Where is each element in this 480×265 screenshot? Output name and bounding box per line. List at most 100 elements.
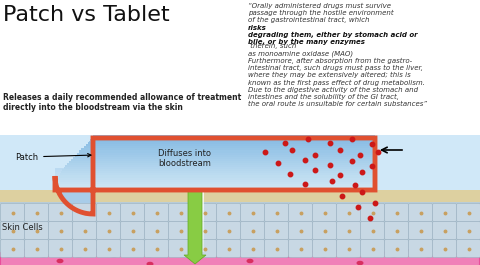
Bar: [65, 165, 375, 167]
FancyBboxPatch shape: [216, 222, 240, 240]
FancyBboxPatch shape: [336, 204, 360, 222]
Bar: [93, 138, 375, 140]
FancyBboxPatch shape: [264, 222, 288, 240]
FancyBboxPatch shape: [336, 240, 360, 258]
FancyBboxPatch shape: [288, 240, 312, 258]
Bar: [0, 190, 480, 202]
FancyBboxPatch shape: [120, 240, 144, 258]
Bar: [56, 184, 375, 186]
Bar: [69, 161, 375, 163]
Bar: [91, 140, 375, 142]
FancyBboxPatch shape: [432, 240, 456, 258]
FancyBboxPatch shape: [96, 240, 120, 258]
FancyBboxPatch shape: [120, 204, 144, 222]
Bar: [60, 173, 375, 175]
Bar: [55, 181, 375, 183]
Bar: [188, 227, 204, 231]
Bar: [71, 159, 375, 161]
FancyBboxPatch shape: [24, 222, 48, 240]
Bar: [75, 155, 375, 157]
Bar: [84, 146, 375, 148]
Bar: [188, 236, 204, 240]
Bar: [74, 162, 375, 164]
Bar: [88, 142, 375, 144]
FancyBboxPatch shape: [360, 222, 384, 240]
Bar: [92, 137, 375, 139]
Bar: [61, 171, 375, 173]
FancyBboxPatch shape: [264, 204, 288, 222]
FancyBboxPatch shape: [24, 204, 48, 222]
Text: Furthermore, after absorption from the gastro-
intestinal tract, such drugs must: Furthermore, after absorption from the g…: [248, 58, 427, 107]
Polygon shape: [55, 138, 375, 214]
Bar: [75, 161, 375, 162]
Bar: [55, 175, 375, 177]
Bar: [64, 167, 375, 169]
FancyBboxPatch shape: [192, 204, 216, 222]
Bar: [0, 252, 480, 265]
Bar: [80, 153, 375, 155]
Bar: [89, 140, 375, 142]
FancyBboxPatch shape: [384, 240, 408, 258]
FancyBboxPatch shape: [336, 222, 360, 240]
FancyBboxPatch shape: [192, 240, 216, 258]
Bar: [188, 215, 204, 219]
FancyBboxPatch shape: [408, 240, 432, 258]
FancyBboxPatch shape: [456, 240, 480, 258]
Text: Patch: Patch: [15, 152, 91, 161]
Bar: [85, 146, 375, 148]
Bar: [59, 175, 375, 178]
FancyBboxPatch shape: [96, 222, 120, 240]
FancyBboxPatch shape: [312, 222, 336, 240]
Text: risks
degrading them, either by stomach acid or
bile, or by the many enzymes: risks degrading them, either by stomach …: [248, 25, 418, 45]
Bar: [62, 169, 375, 171]
Text: “Orally administered drugs must survive
passage through the hostile environment
: “Orally administered drugs must survive …: [248, 3, 394, 23]
FancyBboxPatch shape: [312, 240, 336, 258]
Bar: [84, 148, 375, 150]
Bar: [55, 174, 375, 175]
FancyBboxPatch shape: [168, 222, 192, 240]
Bar: [55, 183, 375, 184]
Bar: [188, 206, 204, 211]
FancyBboxPatch shape: [408, 204, 432, 222]
FancyBboxPatch shape: [48, 240, 72, 258]
Bar: [55, 172, 375, 174]
Bar: [81, 148, 375, 151]
Bar: [90, 139, 375, 140]
FancyBboxPatch shape: [360, 204, 384, 222]
Bar: [55, 184, 375, 186]
FancyBboxPatch shape: [144, 222, 168, 240]
Bar: [188, 202, 204, 206]
Text: Patch vs Tablet: Patch vs Tablet: [3, 5, 169, 25]
FancyBboxPatch shape: [0, 240, 24, 258]
Bar: [56, 182, 375, 184]
Bar: [188, 244, 204, 248]
Bar: [188, 190, 204, 194]
Bar: [88, 142, 375, 144]
FancyBboxPatch shape: [48, 204, 72, 222]
Bar: [188, 248, 204, 252]
FancyBboxPatch shape: [456, 204, 480, 222]
Bar: [0, 202, 480, 252]
FancyBboxPatch shape: [288, 204, 312, 222]
Bar: [0, 135, 480, 190]
Bar: [82, 152, 375, 153]
FancyBboxPatch shape: [408, 222, 432, 240]
FancyBboxPatch shape: [216, 240, 240, 258]
FancyBboxPatch shape: [312, 204, 336, 222]
Bar: [55, 170, 375, 172]
Bar: [55, 179, 375, 181]
Bar: [93, 135, 375, 137]
Bar: [188, 219, 204, 223]
Ellipse shape: [57, 259, 63, 263]
Ellipse shape: [357, 261, 363, 265]
FancyBboxPatch shape: [48, 222, 72, 240]
Polygon shape: [0, 250, 480, 265]
FancyBboxPatch shape: [72, 222, 96, 240]
FancyBboxPatch shape: [168, 240, 192, 258]
Bar: [188, 211, 204, 215]
Bar: [55, 168, 375, 170]
FancyBboxPatch shape: [120, 222, 144, 240]
Bar: [76, 159, 375, 161]
FancyBboxPatch shape: [192, 222, 216, 240]
Bar: [67, 163, 375, 165]
